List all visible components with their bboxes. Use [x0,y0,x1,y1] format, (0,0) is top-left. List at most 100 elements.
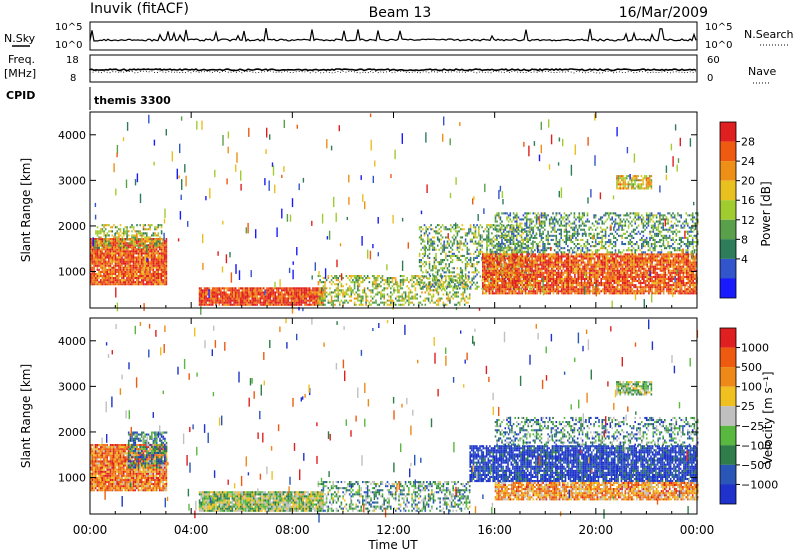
power-cell [380,281,382,284]
power-cell [357,281,359,284]
power-cell [116,258,118,261]
power-cell [518,273,520,276]
power-cell [546,288,548,291]
power-cell [91,268,94,271]
power-cell [448,275,450,278]
power-cell [536,280,538,283]
power-cell [202,291,204,294]
power-cell [508,282,510,285]
power-cell [152,281,155,284]
power-cell [557,292,560,295]
power-cell [562,282,565,285]
power-cell [225,301,227,304]
power-cell [312,287,314,290]
power-cell [552,277,555,280]
power-cell [611,267,614,270]
power-cell [142,238,145,241]
power-cell [598,275,601,278]
power-cell [355,303,357,306]
power-cell [141,268,143,271]
power-cell [565,292,568,295]
power-cell [94,248,97,251]
power-cell [404,301,407,304]
power-cell [164,244,166,247]
power-cell [393,289,395,292]
power-cell [165,262,168,265]
power-cell [117,275,120,278]
power-cell [365,301,367,304]
power-cell [537,284,540,287]
power-cell [122,272,125,275]
power-cell [150,277,153,280]
power-cell [154,258,156,261]
power-cell [292,303,295,306]
power-cell [585,253,588,256]
power-cell [567,267,570,270]
power-cell [149,260,151,263]
power-cell [300,291,303,294]
power-cell [508,288,510,291]
power-cell [580,261,583,264]
power-cell [350,287,353,290]
power-cell [519,255,522,258]
power-cell [108,279,110,282]
power-cell [299,297,301,300]
power-cell [445,228,447,231]
power-cell [457,301,459,304]
power-cell [111,244,113,247]
power-cell [501,292,504,295]
power-cell [600,290,602,293]
power-cell [218,293,221,296]
power-cell [157,226,160,229]
power-cell [445,303,448,306]
power-cell [464,240,467,243]
power-cell [488,255,491,258]
power-cell [487,224,490,227]
power-cell [279,297,281,300]
power-cell [317,303,320,306]
power-cell [315,289,318,292]
power-cell [539,261,542,264]
power-cell [424,303,427,306]
power-cell [159,279,161,282]
power-cell [483,286,486,289]
power-cell [114,248,117,251]
power-cell [103,248,105,251]
power-cell [505,271,507,274]
power-cell [474,271,477,274]
power-cell [582,284,584,287]
power-cell [516,253,519,256]
power-cell [285,289,288,292]
power-cell [607,282,609,285]
power-cell [428,283,431,286]
power-cell [537,267,540,270]
power-cell [539,286,542,289]
power-cell [424,291,427,294]
power-cell [572,257,574,260]
power-cell [565,259,568,262]
power-cell [249,295,252,298]
power-cell [98,283,100,286]
power-cell [111,250,113,253]
freq-panel-frame [89,54,698,83]
power-cell [96,234,99,237]
power-cell [94,279,97,282]
power-cell [290,299,293,302]
power-cell [218,301,221,304]
power-cell [610,273,612,276]
power-cell [398,289,400,292]
power-cell [460,297,463,300]
power-cell [350,295,353,298]
power-cell [490,275,492,278]
power-cell [449,299,451,302]
power-cell [427,240,429,243]
power-cell [587,288,589,291]
power-cell [598,292,601,295]
power-cell [514,265,517,268]
power-cell [422,263,424,266]
power-cell [479,250,482,253]
power-cell [464,263,467,266]
power-cell [388,279,390,282]
power-cell [145,264,148,267]
power-cell [597,284,599,287]
